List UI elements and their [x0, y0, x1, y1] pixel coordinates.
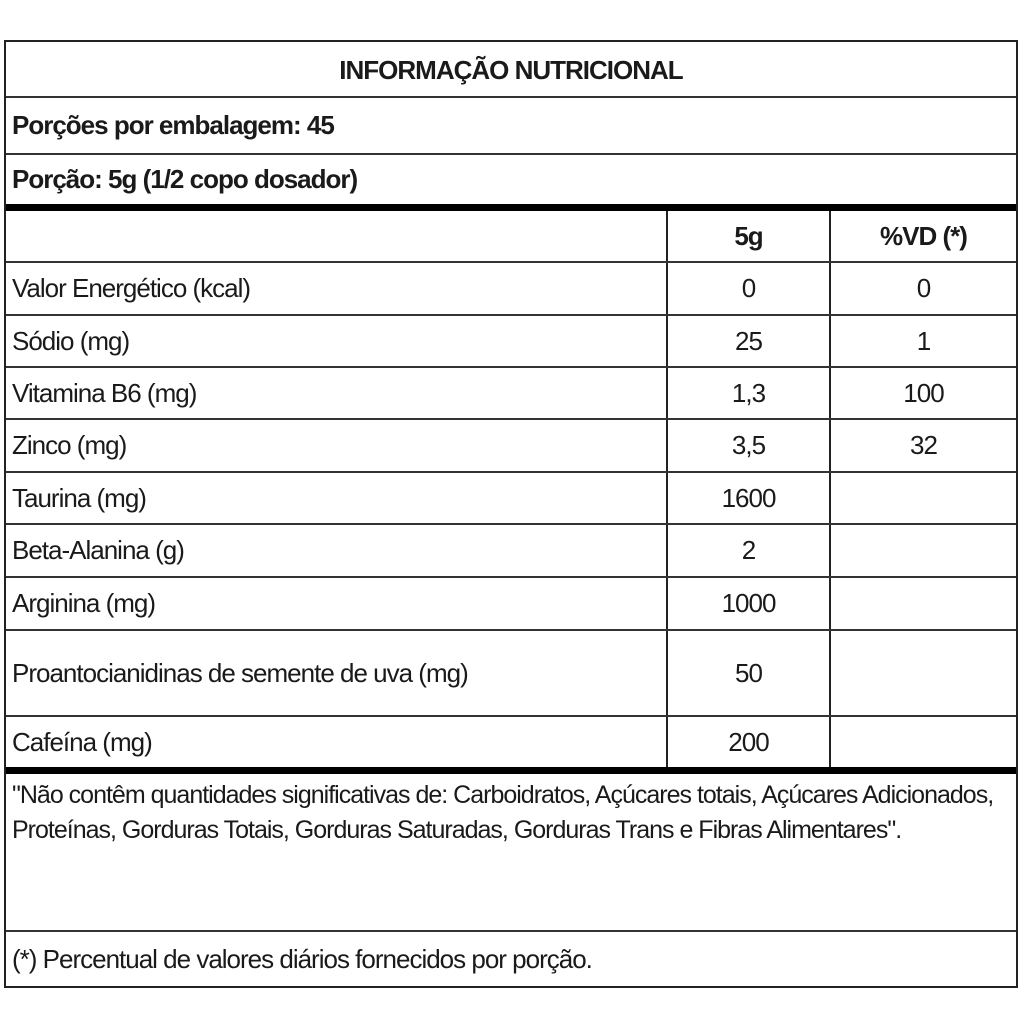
nutrient-name: Taurina (mg) — [6, 473, 668, 523]
header-amount: 5g — [668, 211, 831, 261]
nutrient-name: Proantocianidinas de semente de uva (mg) — [6, 631, 668, 715]
servings-row: Porções por embalagem: 45 — [6, 98, 1016, 155]
nutrient-amount: 1000 — [668, 578, 831, 629]
nutrient-amount: 25 — [668, 316, 831, 366]
table-row: Valor Energético (kcal) 0 0 — [6, 263, 1016, 316]
table-row: Cafeína (mg) 200 — [6, 717, 1016, 767]
header-nutrient — [6, 211, 668, 261]
nutrient-dv — [831, 717, 1016, 767]
nutrient-name: Sódio (mg) — [6, 316, 668, 366]
nutrient-dv: 0 — [916, 273, 931, 303]
note-row: "Não contêm quantidades significativas d… — [6, 774, 1016, 932]
serving-size-row: Porção: 5g (1/2 copo dosador) — [6, 155, 1016, 211]
nutrient-dv — [831, 631, 1016, 715]
table-title: INFORMAÇÃO NUTRICIONAL — [339, 54, 683, 85]
serving-size: Porção: 5g (1/2 copo dosador) — [12, 164, 358, 194]
nutrient-name: Cafeína (mg) — [6, 717, 668, 767]
nutrient-dv: 32 — [910, 430, 938, 460]
nutrient-name: Arginina (mg) — [6, 578, 668, 629]
nutrient-name: Beta-Alanina (g) — [6, 525, 668, 576]
table-row: Proantocianidinas de semente de uva (mg)… — [6, 631, 1016, 717]
header-row: 5g %VD (*) — [6, 211, 1016, 263]
footnote: (*) Percentual de valores diários fornec… — [12, 943, 593, 974]
nutrient-dv — [831, 525, 1016, 576]
table-row: Arginina (mg) 1000 — [6, 578, 1016, 631]
table-row: Zinco (mg) 3,5 32 — [6, 420, 1016, 473]
title-row: INFORMAÇÃO NUTRICIONAL — [6, 42, 1016, 98]
nutrient-amount: 200 — [668, 717, 831, 767]
table-row: Sódio (mg) 25 1 — [6, 316, 1016, 368]
table-row: Beta-Alanina (g) 2 — [6, 525, 1016, 578]
nutrient-dv: 100 — [903, 377, 944, 408]
nutrient-dv: 1 — [916, 325, 931, 356]
nutrient-name: Valor Energético (kcal) — [6, 263, 668, 314]
table-row: Taurina (mg) 1600 — [6, 473, 1016, 525]
nutrient-amount: 3,5 — [668, 420, 831, 471]
divider — [6, 767, 1016, 774]
nutrient-amount: 50 — [668, 631, 831, 715]
nutrient-amount: 0 — [668, 263, 831, 314]
note-text: "Não contêm quantidades significativas d… — [12, 781, 994, 844]
nutrition-table: INFORMAÇÃO NUTRICIONAL Porções por embal… — [4, 40, 1018, 988]
nutrient-name: Zinco (mg) — [6, 420, 668, 471]
table-row: Vitamina B6 (mg) 1,3 100 — [6, 368, 1016, 420]
nutrient-name: Vitamina B6 (mg) — [6, 368, 668, 418]
header-dv: %VD (*) — [880, 220, 968, 251]
nutrient-amount: 1,3 — [668, 368, 831, 418]
nutrient-amount: 1600 — [668, 473, 831, 523]
nutrient-dv — [831, 473, 1016, 523]
servings-per-package: Porções por embalagem: 45 — [12, 110, 335, 140]
footnote-row: (*) Percentual de valores diários fornec… — [6, 932, 1016, 986]
nutrient-amount: 2 — [668, 525, 831, 576]
nutrient-dv — [831, 578, 1016, 629]
